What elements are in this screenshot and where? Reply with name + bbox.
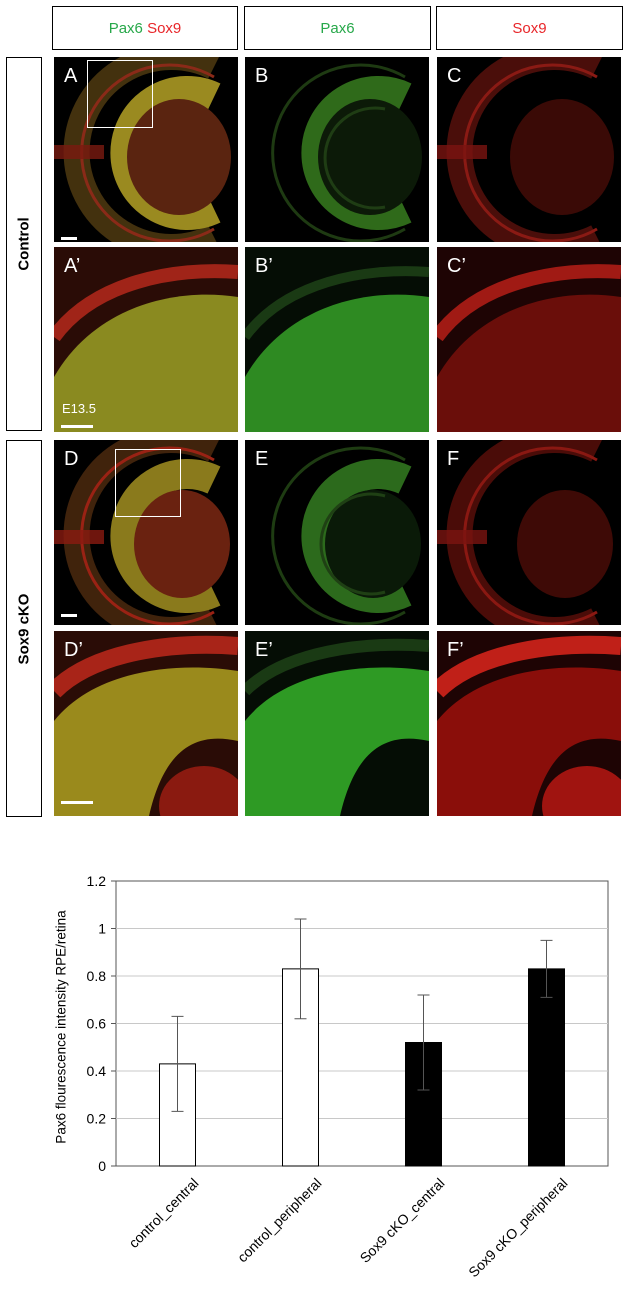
eye-overview-pax6-cko: [271, 446, 421, 625]
panel-C: C: [437, 57, 621, 242]
scale-bar: [61, 614, 77, 617]
panel-F-prime: F’: [437, 631, 621, 816]
panel-B-prime: B’: [245, 247, 429, 432]
y-tick-label: 0.4: [87, 1063, 107, 1079]
panel-F: F: [437, 440, 621, 625]
eye-overview-sox9: [437, 57, 614, 242]
panel-C-prime: C’: [437, 247, 621, 432]
header-merge-sox9: Sox9: [147, 19, 182, 37]
panel-D: D: [54, 440, 238, 625]
stage-label: E13.5: [62, 401, 96, 416]
header-sox9: Sox9: [436, 6, 623, 50]
panel-label-B: B: [255, 65, 269, 87]
header-merge-pax6: Pax6: [108, 19, 143, 37]
scale-bar: [61, 801, 93, 804]
panel-label-D-prime: D’: [64, 639, 83, 661]
panel-label-B-prime: B’: [255, 255, 273, 277]
y-tick-label: 0: [98, 1158, 106, 1174]
panel-label-A-prime: A’: [64, 255, 81, 277]
x-tick-label: control_central: [125, 1175, 201, 1251]
header-merge: Pax6 Sox9: [52, 6, 238, 50]
panel-label-A: A: [64, 65, 78, 87]
eye-overview-merge: [54, 57, 231, 242]
y-tick-label: 0.2: [87, 1111, 107, 1127]
row-label-control: Control: [6, 57, 42, 431]
row-label-cko-text: Sox9 cKO: [15, 593, 33, 664]
y-tick-label: 0.8: [87, 968, 107, 984]
x-tick-label: Sox9 cKO_central: [357, 1175, 448, 1266]
eye-overview-sox9-cko: [437, 440, 613, 625]
scale-bar: [61, 425, 93, 428]
row-label-control-text: Control: [15, 217, 33, 271]
panel-label-C-prime: C’: [447, 255, 466, 277]
retina-zoom-merge: [54, 247, 238, 432]
y-tick-label: 1: [98, 921, 106, 937]
panel-A: A: [54, 57, 238, 242]
bar: [528, 968, 565, 1167]
panel-label-D: D: [64, 448, 79, 470]
scale-bar: [61, 237, 77, 240]
panel-label-F-prime: F’: [447, 639, 464, 661]
retina-zoom-pax6: [245, 247, 429, 432]
retina-zoom-sox9-cko: [437, 631, 621, 816]
retina-zoom-pax6-cko: [245, 631, 429, 816]
header-sox9-label: Sox9: [512, 19, 547, 37]
bar-chart: 0 0.2 0.4 0.6 0.8 1 1.2 control_central control_…: [87, 873, 609, 1280]
panel-A-prime: A’ E13.5: [54, 247, 238, 432]
y-tick-label: 0.6: [87, 1016, 107, 1032]
panel-E-prime: E’: [245, 631, 429, 816]
zoom-box: [87, 60, 153, 128]
panel-B: B: [245, 57, 429, 242]
retina-zoom-sox9: [437, 247, 621, 432]
panel-E: E: [245, 440, 429, 625]
eye-overview-merge-cko: [54, 440, 230, 625]
zoom-box: [115, 449, 181, 517]
x-tick-label: Sox9 cKO_peripheral: [465, 1175, 570, 1280]
panel-label-E-prime: E’: [255, 639, 273, 661]
x-tick-label: control_peripheral: [234, 1175, 325, 1266]
panel-label-C: C: [447, 65, 462, 87]
header-pax6: Pax6: [244, 6, 431, 50]
panel-label-F: F: [447, 448, 460, 470]
y-tick-label: 1.2: [87, 873, 107, 889]
eye-overview-pax6: [271, 63, 422, 242]
panel-label-E: E: [255, 448, 269, 470]
header-pax6-label: Pax6: [320, 19, 355, 37]
panel-D-prime: D’: [54, 631, 238, 816]
row-label-cko: Sox9 cKO: [6, 440, 42, 817]
retina-zoom-merge-cko: [54, 631, 238, 816]
